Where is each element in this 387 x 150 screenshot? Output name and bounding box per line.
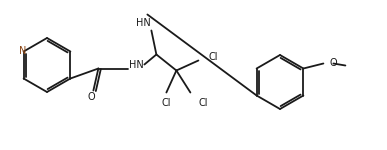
Text: HN: HN [136,18,151,27]
Text: O: O [87,93,95,102]
Text: HN: HN [129,60,144,69]
Text: N: N [19,46,26,57]
Text: Cl: Cl [208,51,218,61]
Text: Cl: Cl [199,98,208,108]
Text: Cl: Cl [162,98,171,108]
Text: O: O [329,58,337,69]
